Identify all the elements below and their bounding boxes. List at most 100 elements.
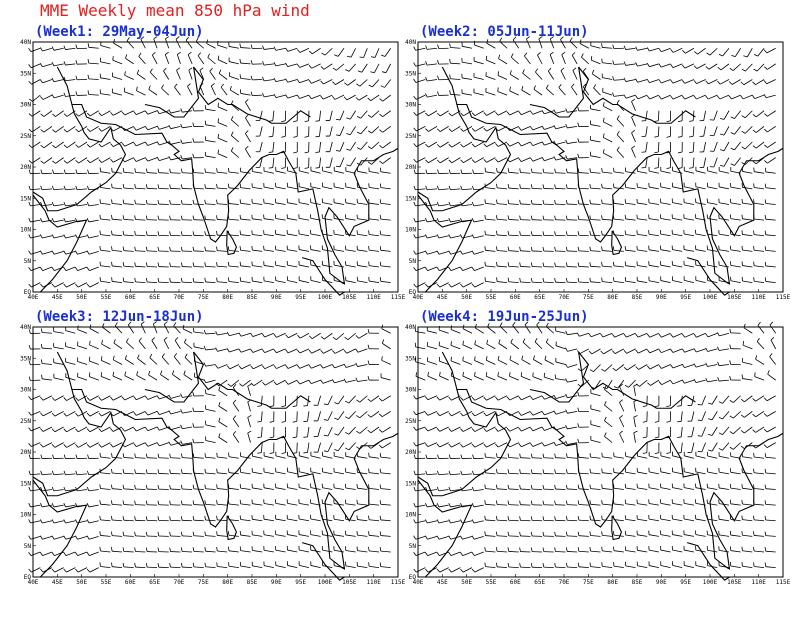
wind-shaft <box>112 171 123 174</box>
wind-barb <box>28 503 31 508</box>
wind-barb <box>471 128 476 132</box>
wind-shaft <box>329 141 333 152</box>
wind-barb <box>192 423 195 428</box>
wind-shaft <box>228 534 239 537</box>
wind-shaft <box>100 456 111 459</box>
wind-barb <box>554 246 556 252</box>
wind-shaft <box>616 103 625 112</box>
wind-barb <box>554 278 556 283</box>
wind-barb <box>553 394 557 399</box>
x-axis-label: 80E <box>607 294 618 301</box>
wind-shaft <box>42 504 53 508</box>
wind-shaft <box>193 566 204 569</box>
wind-shaft <box>30 219 41 223</box>
wind-shaft <box>684 217 695 221</box>
wind-barb <box>239 58 241 64</box>
wind-shaft <box>124 74 134 80</box>
wind-barb <box>654 135 659 138</box>
wind-shaft <box>520 266 531 268</box>
wind-shaft <box>217 44 228 49</box>
wind-shaft <box>100 171 111 174</box>
wind-shaft <box>427 426 438 432</box>
wind-shaft <box>112 426 123 432</box>
wind-barb <box>355 377 358 382</box>
wind-barb <box>63 454 66 459</box>
wind-shaft <box>438 473 449 476</box>
wind-shaft <box>604 404 613 412</box>
wind-barb <box>577 138 580 143</box>
y-axis-label: 40N <box>20 39 31 46</box>
wind-barb <box>153 36 158 40</box>
wind-barb <box>292 405 297 407</box>
wind-shaft <box>590 408 601 412</box>
wind-barb <box>577 368 582 372</box>
wind-barb <box>207 53 210 58</box>
wind-barb <box>413 426 417 431</box>
wind-shaft <box>474 282 484 288</box>
wind-shaft <box>619 433 625 443</box>
wind-barb <box>192 153 195 158</box>
wind-shaft <box>382 126 391 133</box>
wind-shaft <box>240 62 251 65</box>
wind-barb <box>228 546 230 551</box>
wind-shaft <box>734 110 741 119</box>
wind-shaft <box>485 488 496 490</box>
wind-shaft <box>649 471 659 475</box>
wind-barb <box>86 201 90 207</box>
wind-shaft <box>508 488 519 490</box>
wind-barb <box>518 443 522 447</box>
wind-barb <box>484 214 486 220</box>
wind-barb <box>40 568 44 573</box>
wind-barb <box>519 262 521 267</box>
wind-barb <box>425 454 428 459</box>
wind-shaft <box>486 359 496 365</box>
wind-shaft <box>381 442 391 449</box>
wind-shaft <box>450 504 461 508</box>
wind-shaft <box>100 280 111 284</box>
wind-shaft <box>508 171 519 174</box>
wind-shaft <box>176 54 181 65</box>
wind-barb <box>424 396 429 401</box>
wind-shaft <box>711 442 718 452</box>
wind-shaft <box>765 566 776 569</box>
wind-barb <box>753 484 755 489</box>
wind-shaft <box>524 324 531 334</box>
wind-shaft <box>625 471 636 475</box>
wind-shaft <box>602 91 613 96</box>
wind-barb <box>99 230 101 235</box>
wind-shaft <box>765 488 776 490</box>
y-axis-label: 20N <box>405 164 416 171</box>
wind-barb <box>601 499 603 505</box>
wind-barb <box>40 283 44 288</box>
wind-barb <box>346 117 351 120</box>
wind-barb <box>507 547 510 552</box>
wind-barb <box>729 375 732 381</box>
wind-shaft <box>205 124 216 127</box>
wind-shaft <box>625 550 636 553</box>
wind-barb <box>110 500 113 505</box>
wind-barb <box>134 168 136 173</box>
wind-barb <box>51 283 56 288</box>
wind-barb <box>51 535 55 540</box>
wind-shaft <box>54 426 64 433</box>
wind-shaft <box>473 473 484 476</box>
wind-shaft <box>275 63 286 67</box>
wind-shaft <box>275 518 286 522</box>
wind-shaft <box>415 395 426 400</box>
wind-shaft <box>42 395 53 401</box>
wind-shaft <box>380 377 391 381</box>
wind-barb <box>368 531 370 536</box>
wind-shaft <box>345 455 356 459</box>
wind-barb <box>571 52 576 56</box>
x-axis-label: 90E <box>271 294 282 301</box>
wind-shaft <box>54 442 64 448</box>
wind-barb <box>343 378 347 383</box>
wind-shaft <box>520 172 531 174</box>
wind-shaft <box>439 395 449 401</box>
wind-shaft <box>631 101 636 111</box>
wind-barb <box>273 46 277 51</box>
wind-shaft <box>42 266 53 271</box>
wind-shaft <box>287 565 298 569</box>
wind-barb <box>764 183 767 188</box>
wind-shaft <box>637 487 648 490</box>
